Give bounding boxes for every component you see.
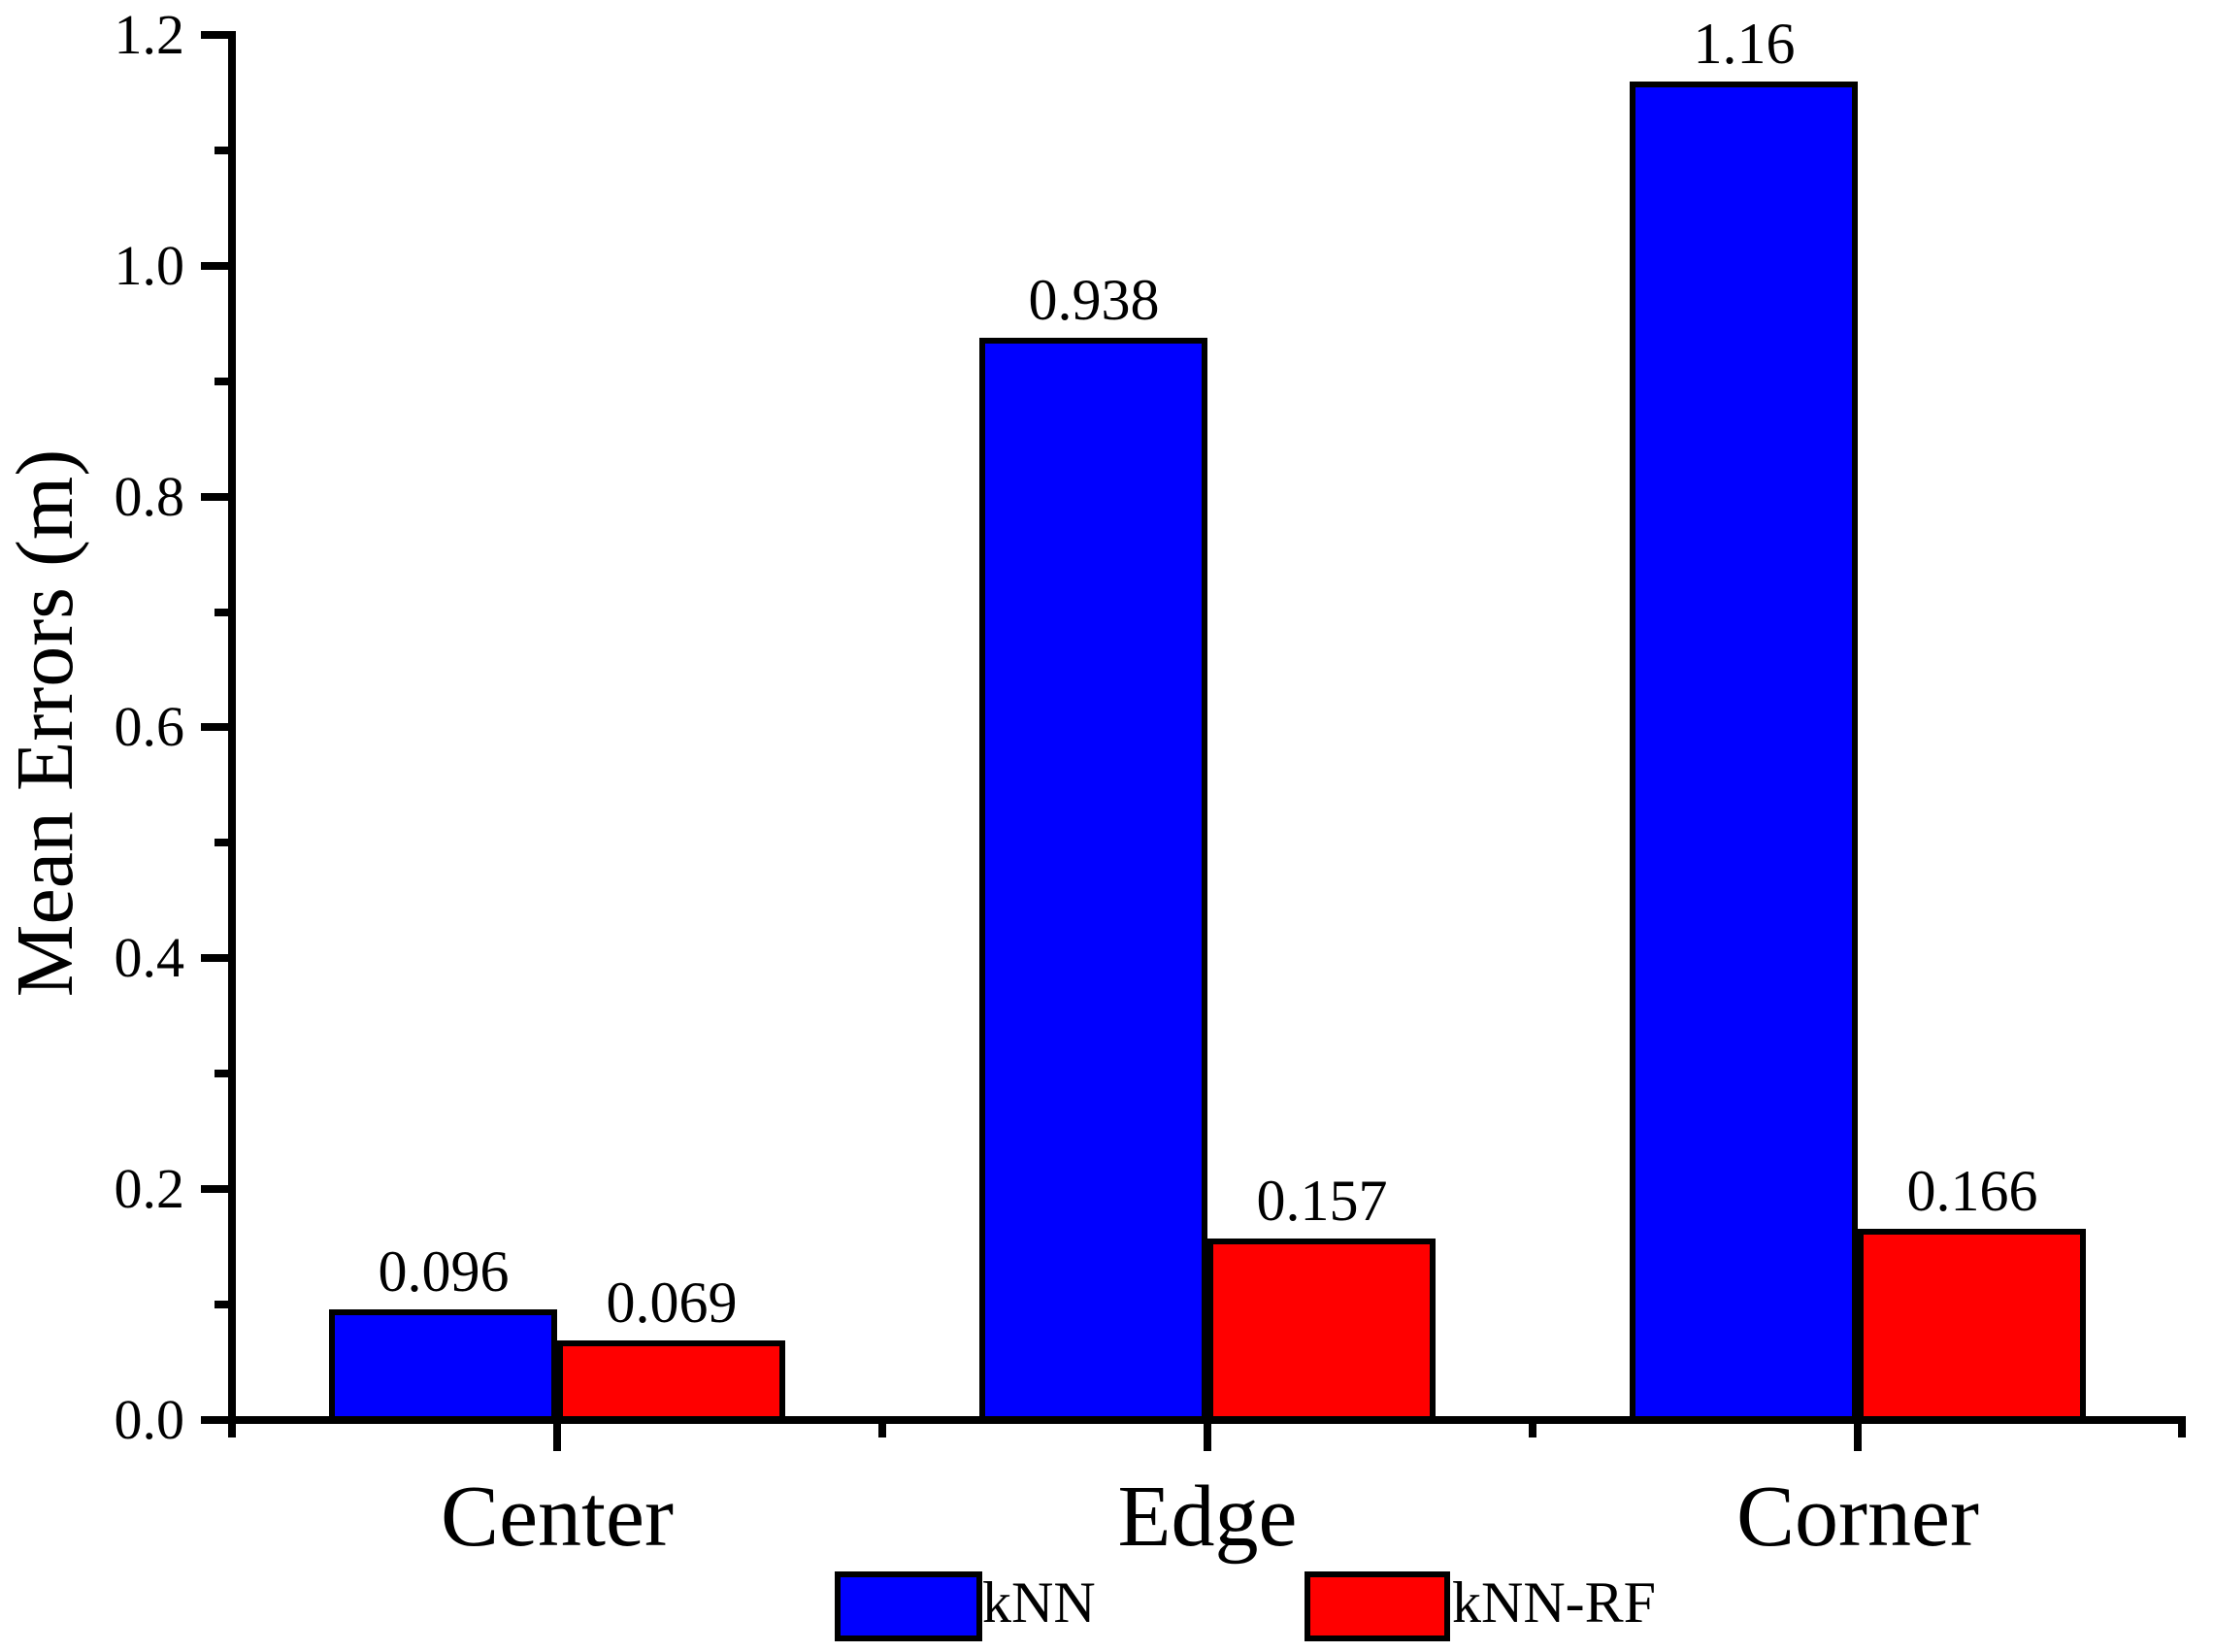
x-minor-tick [878,1424,886,1437]
x-tick-label-Center: Center [441,1469,674,1565]
x-tick-label-Edge: Edge [1117,1469,1298,1565]
y-tick-label: 1.0 [114,234,185,297]
y-tick-label: 1.2 [114,3,185,66]
y-major-tick [201,262,228,270]
x-major-tick [1204,1424,1211,1451]
bar-kNN-Edge [979,338,1207,1424]
bar-value-label: 0.938 [1028,268,1160,332]
y-minor-tick [215,839,228,846]
y-minor-tick [215,1070,228,1077]
y-major-tick [201,1185,228,1193]
legend-swatch-knn [835,1571,982,1641]
y-major-tick [201,723,228,731]
y-axis-line [228,31,236,1437]
bar-kNN-RF-Center [557,1340,785,1424]
x-tick-label-Corner: Corner [1736,1469,1979,1565]
y-minor-tick [215,378,228,385]
bar-kNN-Corner [1630,82,1858,1424]
bar-value-label: 0.157 [1256,1169,1388,1233]
bar-kNN-RF-Edge [1207,1239,1436,1424]
y-tick-label: 0.4 [114,926,185,989]
y-major-tick [201,1416,228,1424]
y-minor-tick [215,1301,228,1308]
bar-value-label: 0.166 [1906,1159,2038,1223]
y-major-tick [201,31,228,39]
y-minor-tick [215,147,228,154]
x-axis-end-tick [2178,1416,2186,1437]
x-axis-line [228,1416,2186,1424]
legend-label-knn-rf: kNN-RF [1452,1570,1657,1635]
legend-swatch-knn-rf [1305,1571,1450,1641]
bar-value-label: 1.16 [1693,12,1796,76]
x-major-tick [553,1424,561,1451]
y-tick-label: 0.0 [114,1388,185,1451]
bar-value-label: 0.069 [606,1271,738,1335]
y-major-tick [201,493,228,501]
y-tick-label: 0.8 [114,465,185,528]
y-tick-label: 0.2 [114,1157,185,1220]
y-major-tick [201,954,228,962]
y-tick-label: 0.6 [114,695,185,758]
bar-kNN-RF-Corner [1858,1229,2086,1424]
bar-value-label: 0.096 [378,1239,510,1304]
x-minor-tick [1529,1424,1536,1437]
x-major-tick [1854,1424,1862,1451]
legend-label-knn: kNN [982,1570,1096,1635]
y-minor-tick [215,609,228,616]
